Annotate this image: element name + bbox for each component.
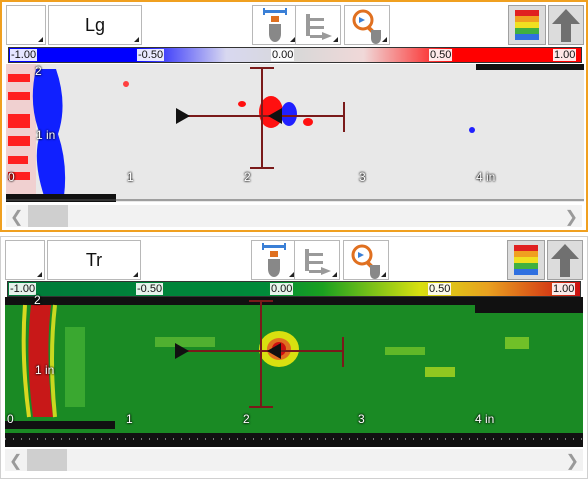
arrow-steps-icon [306, 14, 332, 40]
scale-tick: -0.50 [137, 49, 165, 61]
scroll-thumb[interactable] [28, 205, 68, 227]
y-axis-mid: 1 in [36, 128, 56, 142]
channel-select[interactable] [5, 240, 45, 280]
dropdown-corner-icon [134, 37, 139, 42]
scale-tick: 0.00 [270, 283, 294, 295]
scale-tick: 0.50 [429, 49, 453, 61]
heatmap-canvas [5, 297, 583, 447]
x-axis-label: 3 [359, 170, 366, 184]
y-axis-top: 2 [34, 293, 41, 307]
step-tool-button[interactable] [294, 240, 340, 280]
x-axis-label: 0 [8, 170, 15, 184]
scale-tick: 1.00 [552, 283, 576, 295]
scroll-left-icon[interactable]: ❮ [10, 209, 24, 226]
scale-tick: -0.50 [136, 283, 164, 295]
panel-toolbar: Tr [5, 240, 583, 280]
horizontal-scrollbar[interactable]: ❮ ❯ [6, 205, 582, 227]
zoom-tool-button[interactable] [343, 240, 389, 280]
longitudinal-panel[interactable]: Lg [0, 0, 588, 232]
arrow-steps-icon [305, 249, 331, 275]
scale-tick: 0.00 [271, 49, 295, 61]
step-tool-button[interactable] [295, 5, 341, 45]
x-axis-label: 0 [7, 412, 14, 426]
y-axis-top: 2 [35, 64, 42, 78]
ruler-hand-icon [262, 243, 286, 277]
x-axis-label: 1 [126, 412, 133, 426]
scroll-right-icon[interactable]: ❯ [564, 209, 578, 226]
dropdown-corner-icon [290, 37, 295, 42]
measure-tool-button[interactable] [252, 5, 298, 45]
mode-label: Tr [85, 250, 103, 270]
mode-select[interactable]: Tr [47, 240, 141, 280]
up-button[interactable] [547, 240, 583, 280]
dropdown-corner-icon [333, 37, 338, 42]
x-axis-label: 4 in [475, 412, 495, 426]
color-palette-icon [515, 10, 539, 40]
dropdown-corner-icon [381, 272, 386, 277]
panel-toolbar: Lg [6, 5, 584, 45]
signal-map[interactable]: 2 1 in 0 1 2 3 4 in [6, 64, 584, 202]
palette-button[interactable] [507, 240, 545, 280]
palette-button[interactable] [508, 5, 546, 45]
x-axis-label: 1 [127, 170, 134, 184]
up-arrow-icon [552, 9, 580, 42]
dropdown-corner-icon [289, 272, 294, 277]
measure-tool-button[interactable] [251, 240, 297, 280]
x-axis-label: 2 [244, 170, 251, 184]
color-scale-bar: -1.00 -0.50 0.00 0.50 1.00 [8, 47, 582, 63]
scroll-right-icon[interactable]: ❯ [565, 453, 579, 470]
y-axis-mid: 1 in [35, 363, 55, 377]
dropdown-corner-icon [382, 37, 387, 42]
dropdown-corner-icon [37, 272, 42, 277]
ruler-hand-icon [263, 8, 287, 42]
channel-select[interactable] [6, 5, 46, 45]
dropdown-corner-icon [38, 37, 43, 42]
up-button[interactable] [548, 5, 584, 45]
scale-tick: 0.50 [428, 283, 452, 295]
horizontal-scrollbar[interactable]: ❮ ❯ [5, 449, 583, 471]
scroll-left-icon[interactable]: ❮ [9, 453, 23, 470]
signal-map[interactable]: 2 1 in 0 1 2 3 4 in [5, 293, 583, 447]
zoom-hand-icon [352, 9, 381, 44]
heatmap-canvas [6, 64, 584, 202]
color-scale-bar: -1.00 -0.50 0.00 0.50 1.00 [7, 281, 581, 297]
mode-select[interactable]: Lg [48, 5, 142, 45]
scale-tick: -1.00 [9, 283, 37, 295]
transverse-panel[interactable]: Tr [0, 236, 588, 479]
dropdown-corner-icon [332, 272, 337, 277]
scale-tick: 1.00 [553, 49, 577, 61]
up-arrow-icon [551, 244, 579, 277]
x-axis-label: 4 in [476, 170, 496, 184]
mode-label: Lg [84, 15, 106, 35]
scroll-thumb[interactable] [27, 449, 67, 471]
zoom-tool-button[interactable] [344, 5, 390, 45]
color-palette-icon [514, 245, 538, 275]
dropdown-corner-icon [133, 272, 138, 277]
x-axis-label: 2 [243, 412, 250, 426]
x-axis-label: 3 [358, 412, 365, 426]
scale-tick: -1.00 [10, 49, 38, 61]
zoom-hand-icon [351, 244, 380, 279]
